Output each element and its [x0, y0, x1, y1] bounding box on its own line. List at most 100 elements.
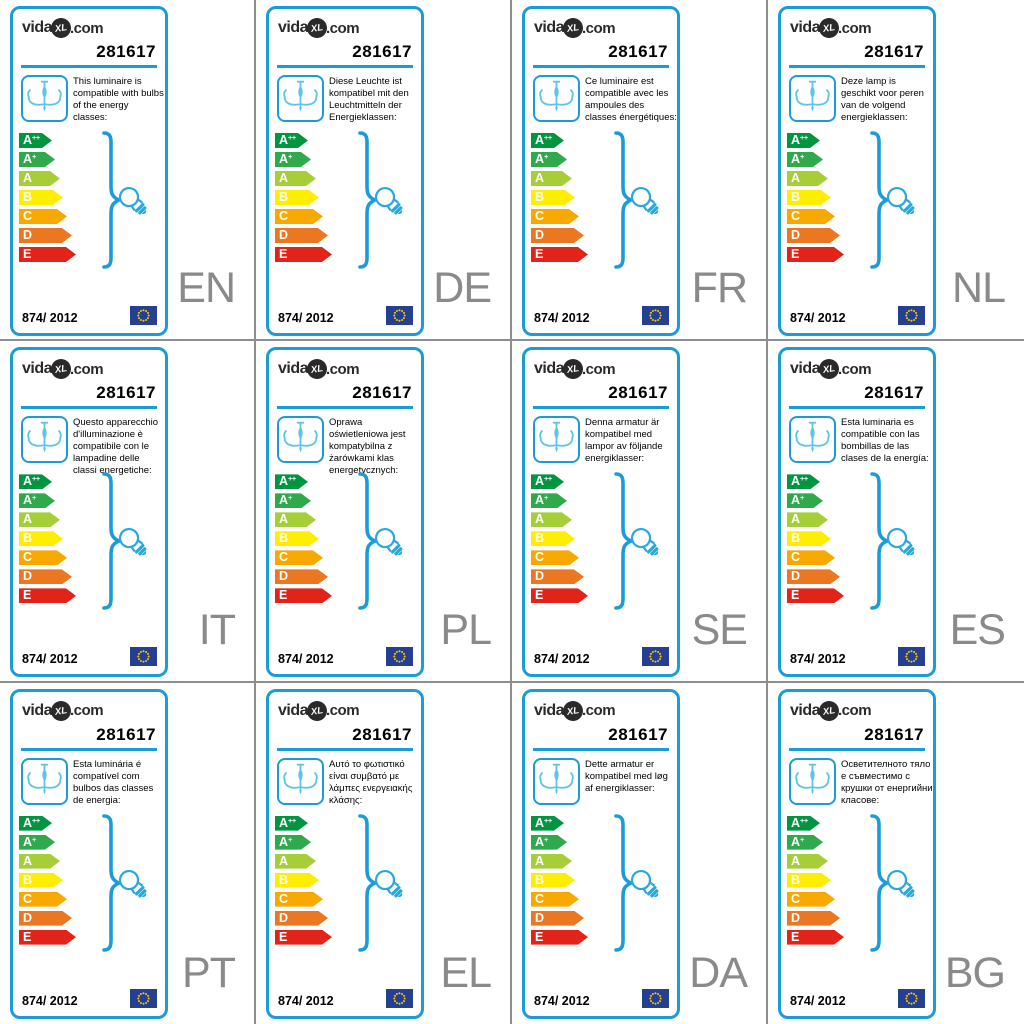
- divider-line: [21, 747, 157, 751]
- energy-class-arrow-A: A: [19, 854, 60, 869]
- label-cell: vida XL .com 281617: [256, 341, 512, 683]
- energy-class-arrow-C: C: [275, 892, 323, 907]
- chandelier-icon: [789, 757, 836, 805]
- divider-line: [533, 406, 669, 410]
- energy-class-arrow-A+: A+: [787, 152, 823, 167]
- eu-flag-icon: [642, 306, 669, 325]
- brand-name-suffix: .com: [582, 360, 616, 378]
- regulation-number: 874/ 2012: [534, 993, 590, 1008]
- energy-class-arrow-A: A: [19, 171, 60, 186]
- brand-logo: vida XL .com: [22, 699, 104, 722]
- energy-class-arrow-A: A: [275, 171, 316, 186]
- energy-class-arrow-D: D: [275, 228, 328, 243]
- language-code: BG: [944, 948, 1006, 997]
- energy-label-card: vida XL .com 281617: [522, 6, 680, 336]
- xl-logo-text: XL: [822, 363, 836, 376]
- label-cell: vida XL .com 281617: [0, 0, 256, 342]
- bracket-icon: [358, 813, 380, 952]
- brand-name-suffix: .com: [70, 360, 104, 378]
- brand-logo: vida XL .com: [278, 16, 360, 40]
- energy-class-arrow-D: D: [787, 911, 840, 926]
- xl-logo-text: XL: [822, 704, 836, 717]
- bulb-icon: [886, 186, 915, 215]
- energy-class-arrow-A+: A+: [19, 493, 55, 508]
- energy-class-scale: A++ A+ A B C D E: [19, 474, 76, 607]
- brand-name-prefix: vida: [790, 19, 821, 36]
- product-code: 281617: [608, 724, 668, 744]
- language-code: PL: [440, 605, 492, 654]
- bracket-icon: [102, 472, 124, 611]
- chandelier-icon: [21, 416, 68, 464]
- energy-class-arrow-A: A: [19, 512, 60, 527]
- compatibility-text: Esta luminaria es compatible con las bom…: [841, 417, 929, 465]
- energy-class-arrow-A+: A+: [531, 152, 567, 167]
- product-code: 281617: [864, 724, 924, 744]
- energy-class-arrow-D: D: [19, 911, 72, 926]
- energy-class-arrow-A+: A+: [275, 152, 311, 167]
- brand-name-prefix: vida: [22, 701, 53, 719]
- energy-label-card: vida XL .com 281617: [522, 688, 680, 1019]
- energy-class-arrow-B: B: [531, 190, 575, 205]
- bulb-icon: [374, 186, 403, 215]
- xl-logo-icon: XL: [561, 699, 585, 722]
- xl-logo-text: XL: [310, 21, 324, 35]
- energy-label-card: vida XL .com 281617: [778, 347, 936, 678]
- xl-logo-icon: XL: [305, 699, 329, 722]
- brand-logo: vida XL .com: [790, 699, 872, 722]
- xl-logo-text: XL: [566, 363, 580, 376]
- energy-class-arrow-A+: A+: [787, 493, 823, 508]
- energy-label-card: vida XL .com 281617: [266, 347, 424, 678]
- energy-class-arrow-B: B: [787, 531, 831, 546]
- xl-logo-text: XL: [54, 21, 68, 35]
- energy-class-scale: A++ A+ A B C D E: [531, 474, 588, 607]
- energy-class-arrow-A++: A++: [19, 474, 52, 489]
- energy-class-arrow-B: B: [19, 531, 63, 546]
- energy-class-arrow-B: B: [531, 531, 575, 546]
- divider-line: [277, 65, 413, 68]
- chandelier-icon: [277, 75, 324, 122]
- brand-name-prefix: vida: [278, 701, 309, 719]
- energy-class-arrow-E: E: [531, 930, 588, 945]
- energy-class-arrow-A++: A++: [19, 816, 52, 831]
- xl-logo-text: XL: [566, 21, 580, 35]
- energy-class-arrow-D: D: [275, 911, 328, 926]
- xl-logo-text: XL: [54, 363, 68, 376]
- energy-class-arrow-C: C: [531, 550, 579, 565]
- language-code: PT: [182, 948, 236, 997]
- energy-class-arrow-D: D: [787, 569, 840, 584]
- bulb-icon: [118, 186, 147, 215]
- energy-class-arrow-D: D: [531, 911, 584, 926]
- energy-class-arrow-E: E: [787, 588, 844, 603]
- eu-flag-icon: [898, 647, 925, 667]
- bracket-icon: [870, 472, 892, 611]
- energy-class-arrow-C: C: [19, 550, 67, 565]
- xl-logo-icon: XL: [561, 16, 585, 40]
- brand-name-prefix: vida: [22, 19, 53, 36]
- energy-class-arrow-B: B: [531, 873, 575, 888]
- label-cell: vida XL .com 281617: [0, 341, 256, 683]
- energy-class-arrow-D: D: [19, 228, 72, 243]
- eu-flag-icon: [130, 988, 157, 1008]
- chandelier-icon: [789, 416, 836, 464]
- language-code: IT: [198, 605, 236, 654]
- energy-class-arrow-A: A: [787, 171, 828, 186]
- energy-class-arrow-A+: A+: [531, 835, 567, 850]
- product-code: 281617: [608, 42, 668, 61]
- energy-class-arrow-C: C: [787, 209, 835, 224]
- language-code: EL: [440, 948, 492, 997]
- xl-logo-icon: XL: [305, 16, 329, 40]
- energy-class-arrow-C: C: [787, 550, 835, 565]
- regulation-number: 874/ 2012: [22, 652, 78, 667]
- language-code: ES: [949, 605, 1006, 654]
- regulation-number: 874/ 2012: [790, 311, 846, 325]
- energy-class-scale: A++ A+ A B C D E: [531, 133, 588, 266]
- energy-class-scale: A++ A+ A B C D E: [787, 816, 844, 949]
- energy-class-arrow-B: B: [787, 873, 831, 888]
- brand-name-suffix: .com: [326, 19, 360, 37]
- energy-label-card: vida XL .com 281617: [266, 6, 424, 336]
- energy-class-arrow-E: E: [275, 930, 332, 945]
- energy-class-arrow-C: C: [531, 209, 579, 224]
- chandelier-icon: [533, 757, 580, 805]
- xl-logo-text: XL: [310, 704, 324, 717]
- energy-class-arrow-D: D: [531, 569, 584, 584]
